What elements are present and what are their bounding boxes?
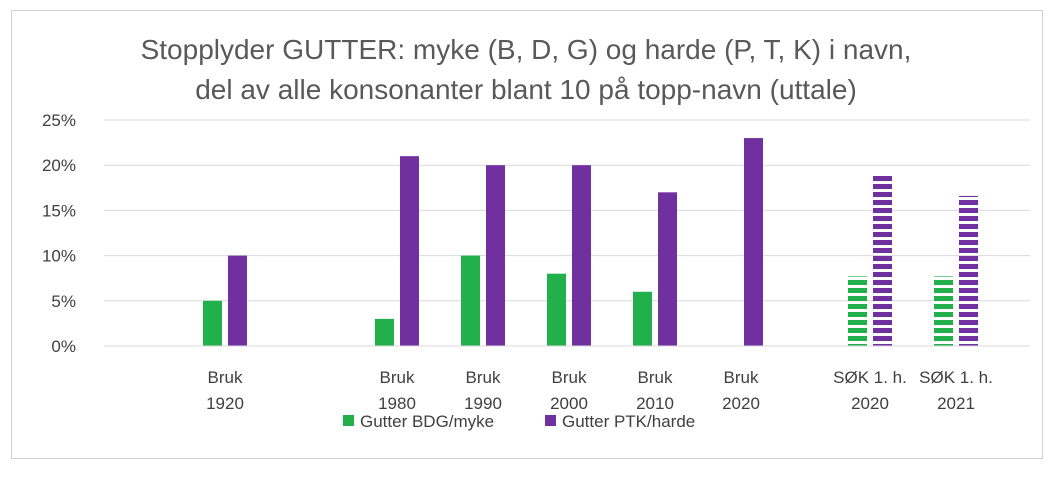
y-tick-label: 25% bbox=[42, 111, 76, 130]
bar bbox=[873, 174, 892, 346]
x-category-label: 2020 bbox=[722, 394, 760, 413]
bars bbox=[203, 138, 978, 346]
legend-label: Gutter BDG/myke bbox=[360, 412, 494, 431]
x-category-label: Bruk bbox=[724, 368, 759, 387]
bar bbox=[744, 138, 763, 346]
bar bbox=[633, 291, 652, 346]
x-category-label: Bruk bbox=[552, 368, 587, 387]
bar bbox=[959, 195, 978, 346]
x-category-label: 2010 bbox=[636, 394, 674, 413]
legend-swatch bbox=[343, 415, 354, 426]
x-category-label: 1920 bbox=[206, 394, 244, 413]
x-category-label: 2021 bbox=[937, 394, 975, 413]
x-category-label: Bruk bbox=[208, 368, 243, 387]
bar bbox=[572, 165, 591, 346]
chart-area bbox=[11, 10, 1043, 459]
y-tick-label: 20% bbox=[42, 156, 76, 175]
legend-swatch bbox=[545, 415, 556, 426]
bar bbox=[228, 255, 247, 346]
legend: Gutter BDG/myke Gutter PTK/harde bbox=[343, 412, 695, 431]
bar bbox=[375, 318, 394, 346]
y-tick-label: 10% bbox=[42, 247, 76, 266]
x-category-label: Bruk bbox=[466, 368, 501, 387]
x-category-label: Bruk bbox=[638, 368, 673, 387]
y-tick-label: 5% bbox=[51, 292, 76, 311]
y-tick-label: 0% bbox=[51, 337, 76, 356]
bar bbox=[848, 276, 867, 346]
bar bbox=[934, 276, 953, 346]
y-tick-label: 15% bbox=[42, 201, 76, 220]
x-category-label: 2000 bbox=[550, 394, 588, 413]
chart-title-line-1: Stopplyder GUTTER: myke (B, D, G) og har… bbox=[140, 34, 912, 65]
bar bbox=[658, 192, 677, 346]
x-category-label: 2020 bbox=[851, 394, 889, 413]
bar bbox=[486, 165, 505, 346]
x-category-label: 1980 bbox=[378, 394, 416, 413]
bar bbox=[461, 255, 480, 346]
x-category-label: Bruk bbox=[380, 368, 415, 387]
bar bbox=[400, 156, 419, 346]
chart-title-line-2: del av alle konsonanter blant 10 på topp… bbox=[195, 74, 857, 105]
chart-title: Stopplyder GUTTER: myke (B, D, G) og har… bbox=[0, 30, 1052, 110]
legend-label: Gutter PTK/harde bbox=[562, 412, 695, 431]
y-axis: 0% 5% 10% 15% 20% 25% bbox=[42, 111, 76, 356]
x-category-label: 1990 bbox=[464, 394, 502, 413]
bar bbox=[547, 273, 566, 346]
x-category-label: SØK 1. h. bbox=[919, 368, 993, 387]
bar bbox=[203, 300, 222, 346]
x-category-label: SØK 1. h. bbox=[833, 368, 907, 387]
x-axis: Bruk 1920 Bruk 1980 Bruk 1990 Bruk 2000 Bruk 2010… bbox=[104, 345, 1030, 413]
